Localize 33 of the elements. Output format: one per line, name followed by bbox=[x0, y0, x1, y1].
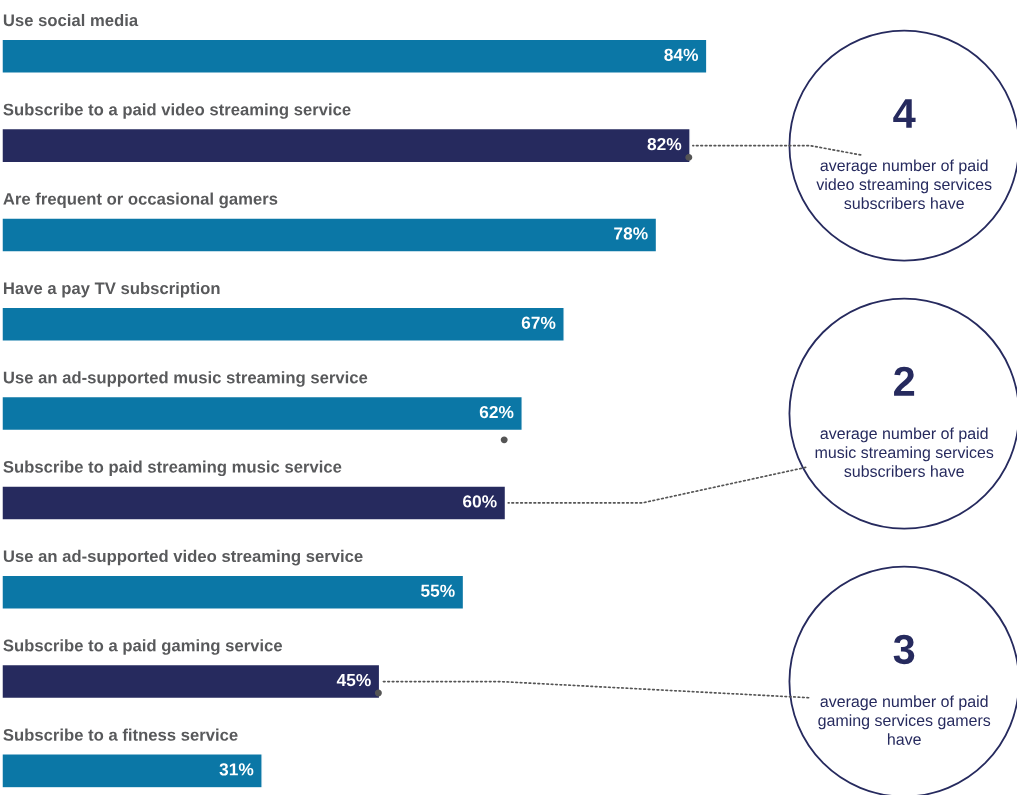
bar bbox=[2, 485, 507, 521]
text: 2 bbox=[894, 366, 915, 396]
data-label: 60% bbox=[463, 495, 497, 508]
bar bbox=[2, 38, 708, 74]
y-tick-label: Subscribe to a paid gaming service bbox=[3, 639, 283, 655]
bar bbox=[2, 306, 565, 342]
bar bbox=[2, 574, 465, 610]
data-label: 55% bbox=[420, 584, 455, 597]
bar bbox=[2, 395, 523, 432]
bar bbox=[2, 663, 381, 700]
y-tick-label: Have a pay TV subscription bbox=[3, 281, 220, 298]
y-tick-label: Use an ad-supported music streaming service bbox=[3, 371, 368, 387]
bar bbox=[2, 217, 658, 253]
annotation: average number of paid music streaming services subscribers have bbox=[815, 427, 994, 477]
bar bbox=[2, 753, 263, 789]
y-tick-label: Use an ad-supported video streaming service bbox=[3, 549, 363, 566]
y-tick-label: Use social media bbox=[3, 13, 139, 27]
data-label: 82% bbox=[647, 137, 682, 151]
annotation: average number of paid gaming services gamers have bbox=[818, 695, 991, 745]
bar bbox=[2, 127, 691, 164]
y-tick-label: Subscribe to paid streaming music service bbox=[3, 460, 342, 477]
y-tick-label: Are frequent or occasional gamers bbox=[3, 192, 278, 209]
text: 4 bbox=[893, 99, 916, 128]
data-label: 78% bbox=[614, 227, 648, 240]
y-tick-label: Subscribe to a fitness service bbox=[3, 728, 238, 741]
data-label: 45% bbox=[336, 673, 371, 687]
text: 3 bbox=[893, 634, 915, 665]
data-label: 67% bbox=[521, 316, 556, 329]
data-label: 84% bbox=[664, 48, 699, 61]
data-label: 31% bbox=[219, 763, 254, 776]
annotation: average number of paid video streaming services subscribers have bbox=[816, 159, 992, 210]
data-label: 62% bbox=[479, 405, 514, 419]
y-tick-label: Subscribe to a paid video streaming service bbox=[3, 103, 351, 119]
